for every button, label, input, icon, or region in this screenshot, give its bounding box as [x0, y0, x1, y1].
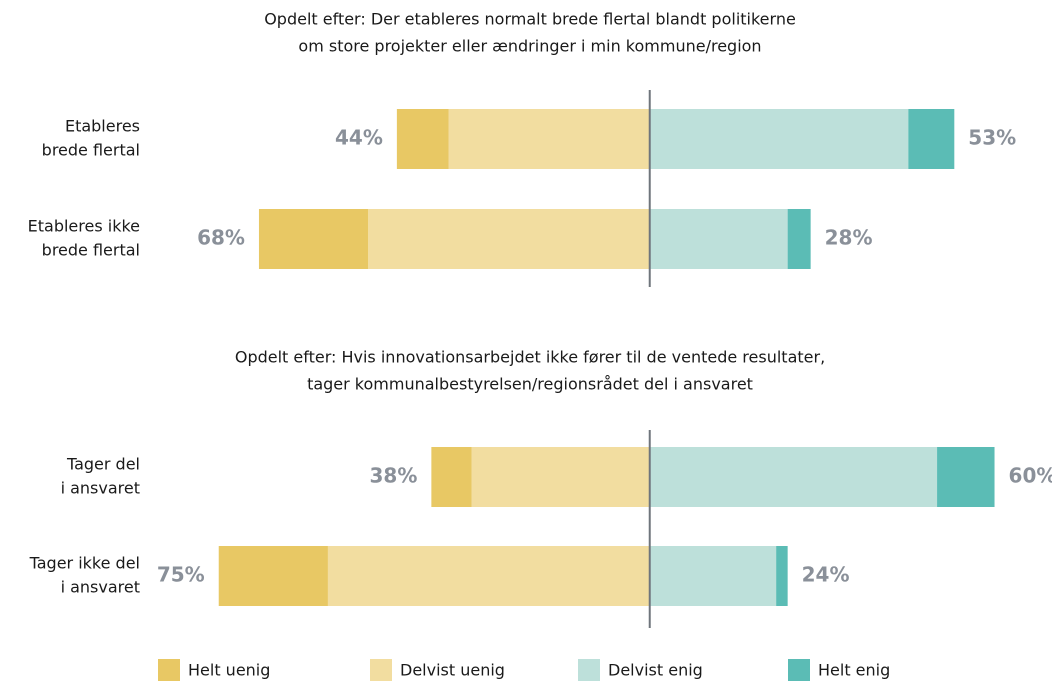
total-label: 60% — [1009, 464, 1052, 488]
bar-segment — [327, 546, 650, 606]
legend-swatch — [578, 659, 600, 681]
category-label: Etableres — [65, 117, 140, 136]
legend-swatch — [788, 659, 810, 681]
category-label: Tager del — [66, 455, 140, 474]
bar-segment — [787, 209, 811, 269]
bar-segment — [649, 109, 909, 169]
bar-segment — [649, 447, 938, 507]
total-label: 38% — [369, 464, 417, 488]
bar-segment — [908, 109, 955, 169]
category-label: brede flertal — [42, 241, 140, 260]
legend-label: Delvist uenig — [400, 661, 505, 680]
category-label: Etableres ikke — [28, 217, 140, 236]
category-label: i ansvaret — [61, 578, 140, 597]
category-label: brede flertal — [42, 141, 140, 160]
total-label: 75% — [157, 563, 205, 587]
category-label: Tager ikke del — [29, 554, 140, 573]
bar-segment — [396, 109, 449, 169]
total-label: 44% — [335, 126, 383, 150]
bar-segment — [937, 447, 995, 507]
total-label: 53% — [968, 126, 1016, 150]
legend-swatch — [158, 659, 180, 681]
category-label: i ansvaret — [61, 479, 140, 498]
legend-label: Delvist enig — [608, 661, 703, 680]
panel-title: Opdelt efter: Der etableres normalt bred… — [264, 10, 796, 29]
total-label: 24% — [802, 563, 850, 587]
total-label: 28% — [825, 226, 873, 250]
total-label: 68% — [197, 226, 245, 250]
bar-segment — [431, 447, 472, 507]
bar-segment — [649, 209, 788, 269]
legend-label: Helt enig — [818, 661, 890, 680]
panel-title: tager kommunalbestyrelsen/regionsrådet d… — [307, 375, 753, 394]
bar-segment — [649, 546, 777, 606]
panel-title: Opdelt efter: Hvis innovationsarbejdet i… — [235, 348, 825, 367]
bar-segment — [218, 546, 328, 606]
bar-segment — [448, 109, 650, 169]
legend-label: Helt uenig — [188, 661, 270, 680]
bar-segment — [258, 209, 369, 269]
panel-title: om store projekter eller ændringer i min… — [298, 37, 761, 56]
legend-swatch — [370, 659, 392, 681]
bar-segment — [471, 447, 650, 507]
bar-segment — [368, 209, 650, 269]
bar-segment — [776, 546, 788, 606]
